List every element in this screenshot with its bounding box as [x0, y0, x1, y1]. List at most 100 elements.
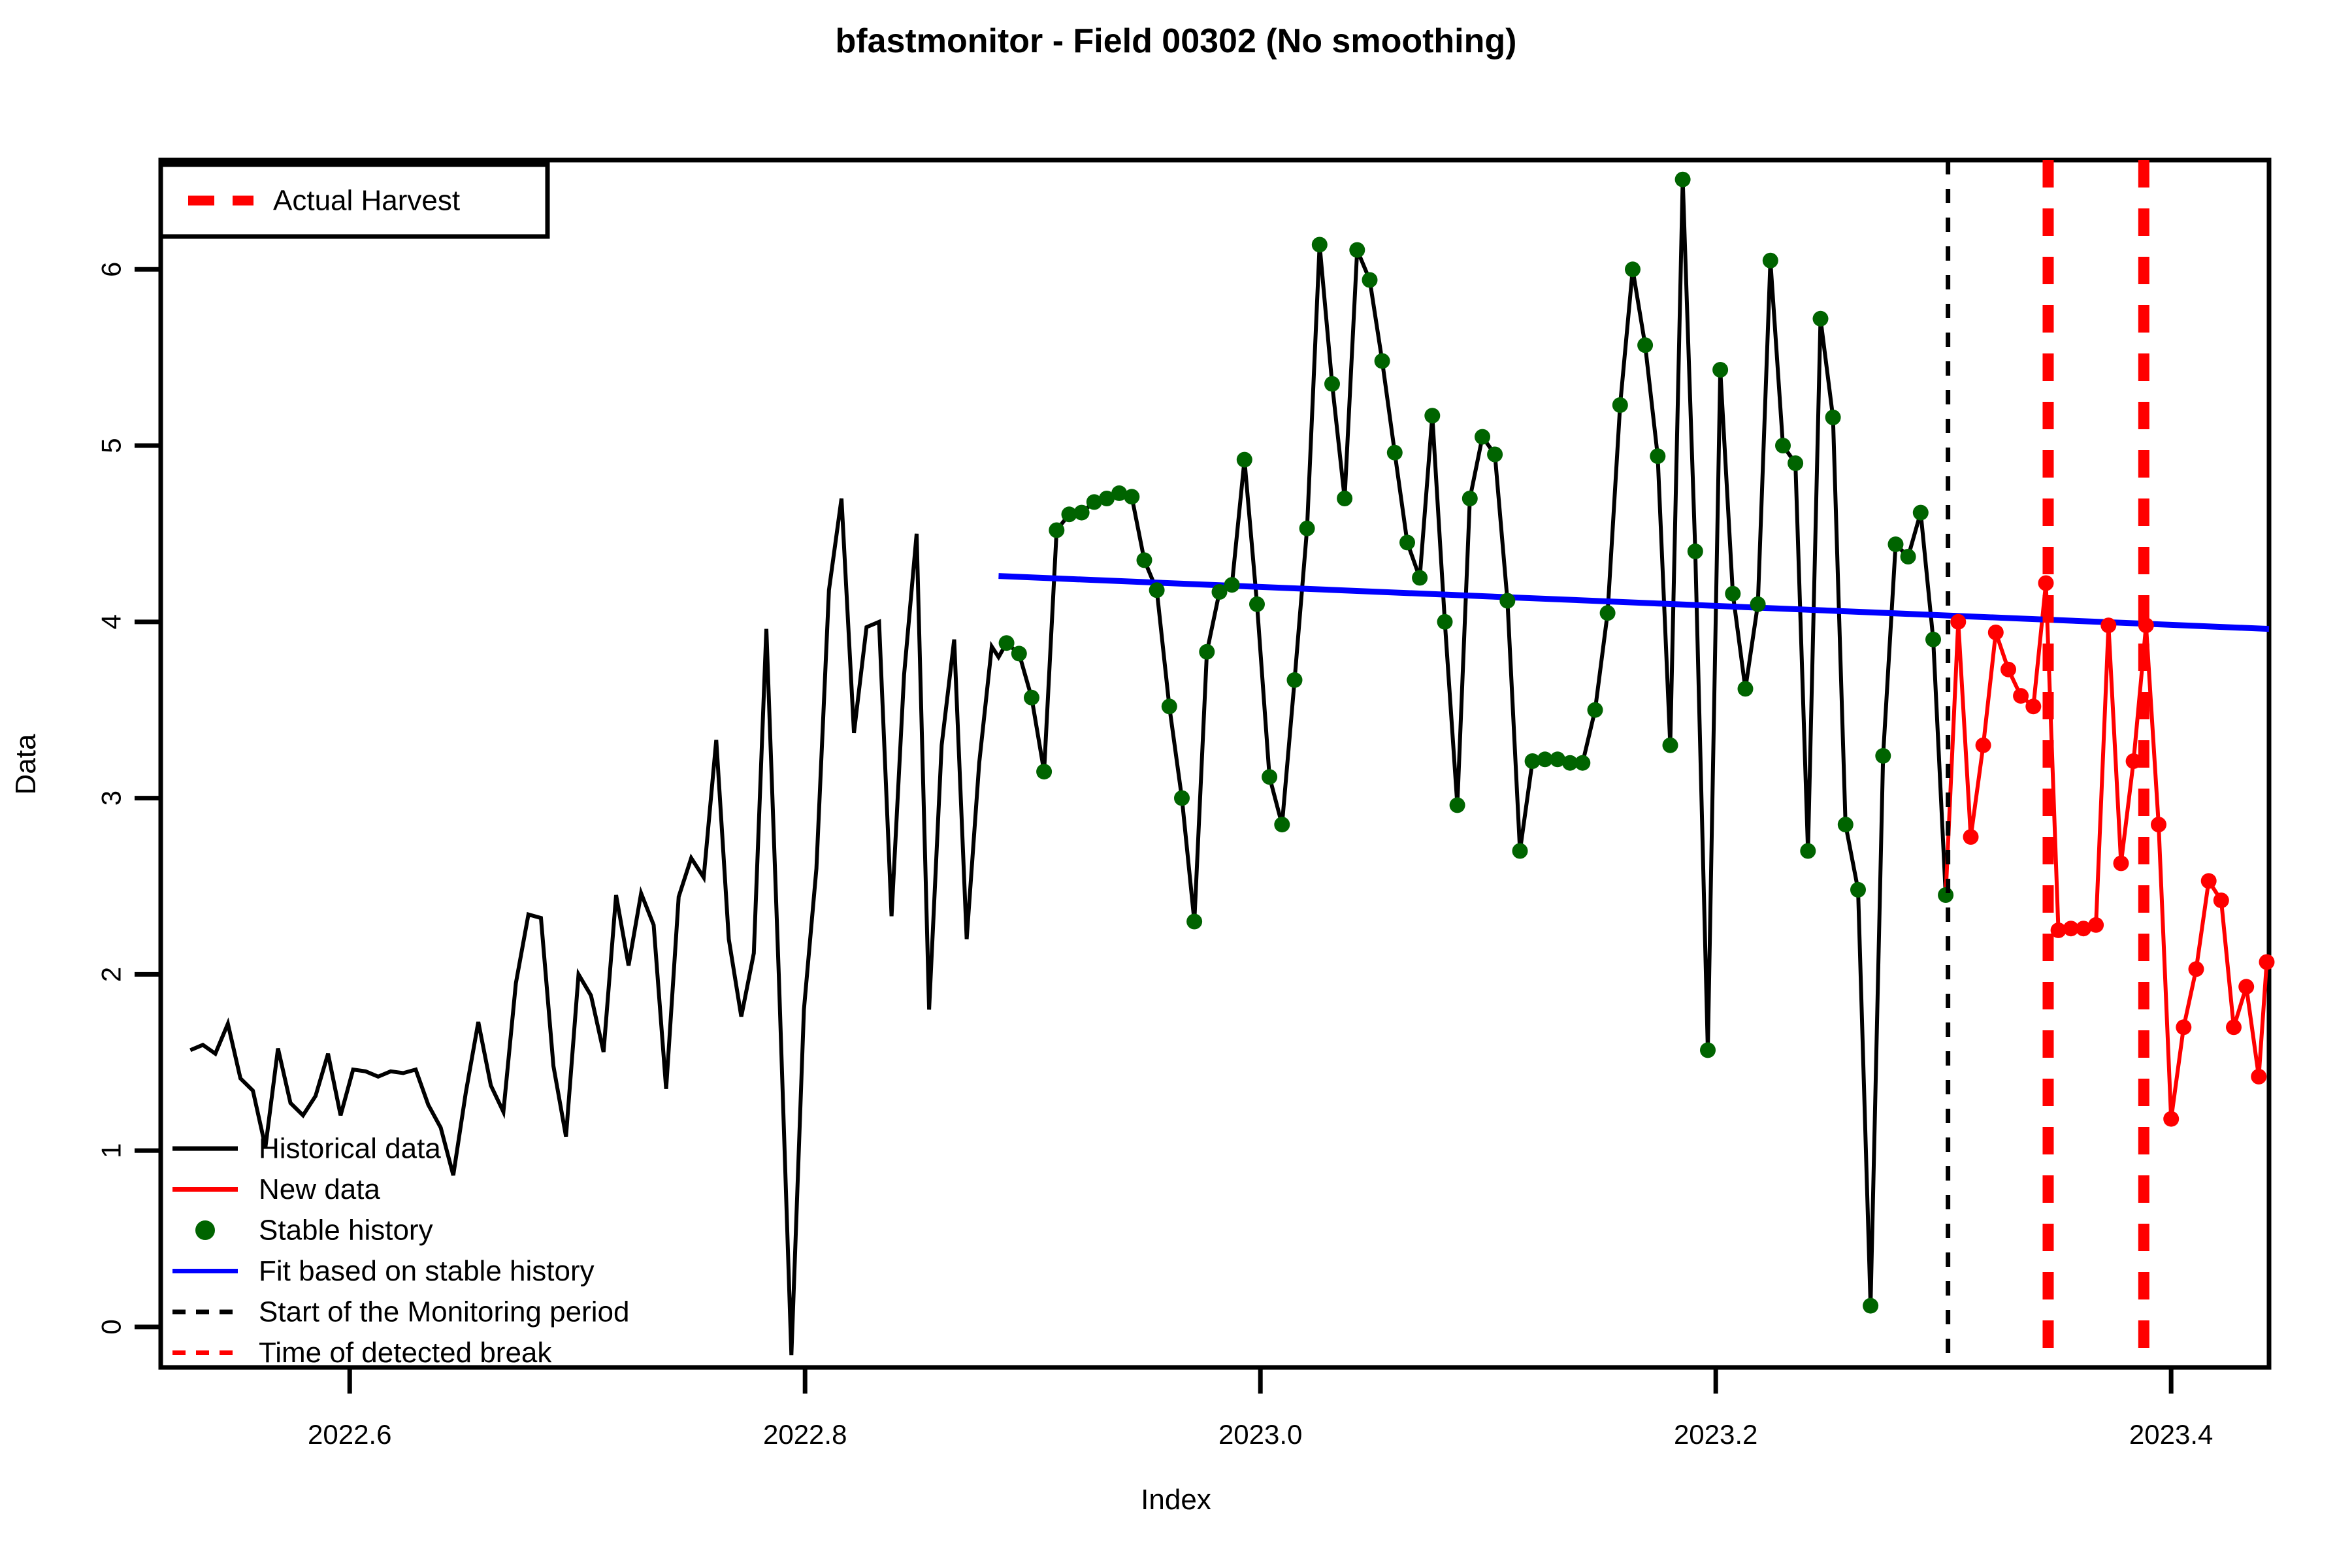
stable-history-point [1424, 408, 1441, 424]
stable-history-point [1612, 397, 1628, 413]
y-tick-label: 4 [96, 614, 127, 629]
legend-label: Fit based on stable history [259, 1255, 595, 1287]
stable-history-point [1512, 843, 1528, 859]
new-data-point [2251, 1068, 2267, 1085]
new-data-point [2176, 1019, 2192, 1036]
stable-history-point [1725, 585, 1741, 602]
stable-history-point [1750, 596, 1766, 612]
stable-history-point [1337, 491, 1353, 506]
stable-history-point [1900, 549, 1916, 564]
stable-history-point [1825, 409, 1841, 425]
stable-history-point [1174, 790, 1190, 806]
y-tick-label: 5 [96, 438, 127, 453]
stable-history-point [1499, 593, 1516, 609]
stable-history-point [1487, 446, 1503, 463]
stable-history-point [1061, 506, 1077, 523]
legend-label: Start of the Monitoring period [259, 1296, 629, 1328]
stable-history-point [1925, 631, 1941, 647]
new-data-point [2050, 922, 2066, 938]
y-tick-label: 6 [96, 262, 127, 277]
stable-history-point [1599, 605, 1616, 621]
stable-history-point [1412, 570, 1428, 586]
stable-history-point [1362, 272, 1378, 288]
y-axis-title: Data [10, 734, 42, 794]
stable-history-point [1274, 817, 1290, 833]
stable-history-point [1650, 448, 1666, 465]
stable-history-point [1036, 764, 1053, 780]
page-title: bfastmonitor - Field 00302 (No smoothing… [836, 22, 1517, 60]
stable-history-point [1587, 702, 1603, 718]
legend-label: Historical data [259, 1133, 441, 1165]
stable-history-point [1462, 491, 1478, 506]
new-data-point [1950, 613, 1967, 630]
stable-history-point [1812, 310, 1829, 327]
new-data-point [2259, 954, 2275, 970]
y-tick-label: 0 [96, 1319, 127, 1334]
stable-history-point [1349, 242, 1365, 258]
stable-history-point [1887, 536, 1904, 553]
stable-history-point [1211, 584, 1228, 600]
stable-history-point [1837, 817, 1854, 833]
legend-actual-harvest[interactable]: Actual Harvest [158, 162, 550, 239]
new-data-point [2001, 661, 2016, 678]
y-axis-tick-labels: 0 1 2 3 4 5 6 [96, 262, 127, 1335]
legend-series[interactable]: Historical data New data Stable history Fit… [172, 1133, 629, 1369]
new-data-point [2100, 617, 2117, 634]
new-data-point [2038, 575, 2054, 591]
series-layer [189, 171, 2275, 1356]
stable-history-point [1249, 596, 1265, 612]
y-tick-label: 2 [96, 967, 127, 982]
new-data-point [1963, 829, 1979, 845]
new-data-point [1987, 625, 2004, 640]
stable-history-point [1186, 913, 1203, 930]
stable-history-point [1073, 504, 1090, 521]
stable-history-point [1537, 751, 1553, 768]
legend-box [158, 162, 550, 239]
stable-history-point [1524, 753, 1541, 769]
x-tick-label: 2023.4 [2129, 1419, 2213, 1450]
stable-history-point [1124, 489, 1140, 505]
stable-history-point [1800, 843, 1816, 859]
legend-label: Stable history [259, 1215, 433, 1247]
stable-history-point [1737, 681, 1754, 697]
legend-label: Time of detected break [259, 1337, 552, 1369]
stable-history-point [1286, 672, 1303, 688]
new-data-point [2063, 921, 2079, 937]
stable-history-point [1700, 1042, 1716, 1058]
stable-history-point [1938, 887, 1954, 903]
stable-history-point [1449, 797, 1465, 813]
new-data-point [2226, 1019, 2242, 1036]
new-data-line [1944, 583, 2269, 1120]
stable-history-point [1674, 171, 1691, 188]
stable-history-point [1236, 451, 1252, 468]
new-data-point [2188, 961, 2204, 977]
legend-label-actual-harvest: Actual Harvest [273, 185, 460, 217]
stable-history-point [1386, 444, 1403, 461]
stable-history-point [1111, 485, 1128, 501]
new-data-point [2238, 979, 2255, 995]
new-data-point [2013, 688, 2029, 704]
new-data-point [2088, 917, 2104, 933]
stable-history-point [1550, 751, 1565, 768]
fit-line [998, 573, 2270, 632]
stable-history-point [1562, 755, 1578, 771]
stable-history-point [1024, 689, 1039, 706]
new-data-point [2163, 1111, 2180, 1127]
stable-history-point [1011, 645, 1027, 662]
stable-history-point [1086, 494, 1102, 510]
stable-history-point [1437, 613, 1453, 630]
x-tick-label: 2023.0 [1218, 1419, 1302, 1450]
stable-history-point [1149, 582, 1165, 598]
stable-history-point [1762, 252, 1778, 269]
x-tick-label: 2022.8 [763, 1419, 847, 1450]
stable-history-point [998, 635, 1015, 651]
new-data-point [2025, 698, 2042, 715]
stable-history-point [1912, 504, 1929, 521]
x-axis-tick-labels: 2022.6 2022.8 2023.0 2023.2 2023.4 [308, 1419, 2213, 1450]
stable-history-point [1662, 737, 1678, 753]
stable-history-point [1262, 769, 1278, 785]
stable-history-point [1311, 237, 1328, 253]
stable-history-point [1199, 644, 1215, 660]
